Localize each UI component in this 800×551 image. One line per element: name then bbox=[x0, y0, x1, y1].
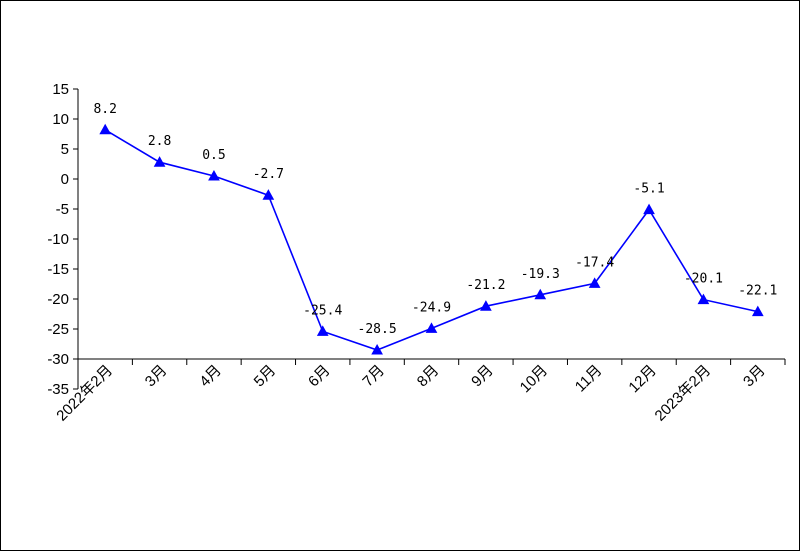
data-point-marker bbox=[643, 203, 655, 215]
data-point-marker bbox=[316, 325, 329, 336]
data-point-marker bbox=[480, 300, 492, 311]
x-tick-label: 12月 bbox=[625, 362, 659, 396]
data-label: -28.5 bbox=[358, 322, 397, 337]
x-tick-label: 6月 bbox=[305, 362, 334, 391]
data-label: -22.1 bbox=[738, 284, 777, 299]
y-tick-label: 5 bbox=[61, 141, 69, 158]
axes bbox=[77, 89, 785, 389]
data-point-marker bbox=[371, 343, 383, 355]
data-point-marker bbox=[534, 288, 547, 300]
data-label: -5.1 bbox=[633, 182, 664, 197]
data-point-marker bbox=[208, 169, 220, 181]
x-tick-label: 11月 bbox=[572, 362, 606, 396]
x-tick-label: 4月 bbox=[196, 362, 225, 391]
data-point-marker bbox=[425, 322, 438, 333]
x-tick-label: 9月 bbox=[468, 362, 497, 391]
y-tick-label: -10 bbox=[47, 231, 69, 248]
data-label: -24.9 bbox=[412, 300, 451, 315]
x-tick-label: 2023年2月 bbox=[652, 362, 715, 425]
x-tick-label: 3月 bbox=[740, 362, 769, 391]
data-point-marker bbox=[697, 293, 710, 305]
data-label: 8.2 bbox=[93, 102, 116, 117]
x-tick-label: 10月 bbox=[517, 362, 551, 396]
y-tick-label: -25 bbox=[47, 321, 69, 338]
data-label: 0.5 bbox=[202, 148, 225, 163]
data-label: -17.4 bbox=[575, 255, 614, 270]
x-tick-label: 3月 bbox=[142, 362, 171, 391]
series-group bbox=[99, 123, 764, 355]
y-tick-label: -20 bbox=[47, 291, 69, 308]
y-tick-label: -5 bbox=[56, 201, 69, 218]
y-tick-label: 10 bbox=[52, 111, 69, 128]
data-label: -20.1 bbox=[684, 272, 723, 287]
y-tick-label: 0 bbox=[61, 171, 69, 188]
y-tick-label: -15 bbox=[47, 261, 69, 278]
data-point-marker bbox=[751, 305, 764, 317]
x-tick-label: 7月 bbox=[359, 362, 388, 391]
data-point-marker bbox=[262, 189, 275, 200]
data-point-marker bbox=[588, 277, 601, 288]
data-label: -21.2 bbox=[466, 278, 505, 293]
x-tick-label: 8月 bbox=[414, 362, 443, 391]
y-axis-ticks: 15 10 5 0 -5 -10 -15 -20 -25 -30 -35 bbox=[47, 81, 78, 398]
data-label: 2.8 bbox=[148, 134, 171, 149]
data-point-marker bbox=[153, 156, 166, 167]
x-tick-label: 5月 bbox=[251, 362, 280, 391]
y-tick-label: -35 bbox=[47, 381, 69, 398]
data-point-marker bbox=[99, 123, 112, 135]
data-labels: 8.2 2.8 0.5 -2.7 -25.4 -28.5 -24.9 -21.2 -19.3 -1… bbox=[93, 102, 777, 337]
y-tick-label: -30 bbox=[47, 351, 69, 368]
y-tick-label: 15 bbox=[52, 81, 69, 98]
data-label: -19.3 bbox=[521, 267, 560, 282]
data-label: -25.4 bbox=[303, 303, 342, 318]
data-label: -2.7 bbox=[253, 167, 284, 182]
